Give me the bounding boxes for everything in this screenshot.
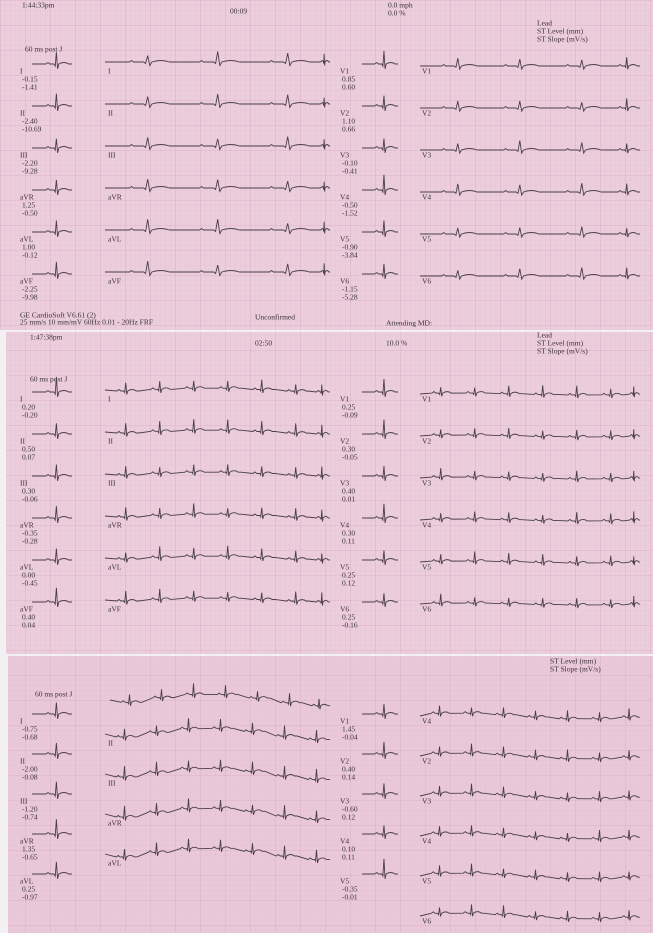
st-slope: -0.05 — [342, 453, 358, 462]
st-slope: -9.28 — [22, 167, 38, 176]
legend-text: ST Slope (mV/s) — [537, 35, 588, 44]
st-slope: -0.41 — [342, 167, 358, 176]
st-slope: -1.41 — [22, 83, 38, 92]
st-slope: -1.52 — [342, 209, 358, 218]
rhythm-label: aVF — [108, 605, 121, 614]
rhythm-label: V6 — [422, 605, 431, 614]
grid — [8, 656, 653, 933]
rhythm-label: aVL — [108, 235, 122, 244]
st-slope: 0.11 — [342, 853, 355, 862]
header-text: 02:50 — [255, 339, 272, 348]
grid — [6, 332, 653, 654]
st-slope: 0.12 — [342, 579, 355, 588]
st-slope: -3.84 — [342, 251, 358, 260]
st-slope: -0.28 — [22, 537, 38, 546]
rhythm-label: aVR — [108, 819, 122, 828]
header-text: 0.0 % — [388, 9, 406, 18]
rhythm-label: II — [108, 109, 113, 118]
st-slope: -0.16 — [342, 621, 358, 630]
rhythm-label: V1 — [422, 67, 431, 76]
rhythm-label: III — [108, 479, 116, 488]
measure-label: 60 ms post J — [30, 375, 67, 384]
rhythm-label: V5 — [422, 877, 431, 886]
legend-text: ST Slope (mV/s) — [537, 347, 588, 356]
rhythm-label: III — [108, 151, 116, 160]
rhythm-label: II — [108, 437, 113, 446]
header-text: 10.0 % — [386, 339, 407, 348]
st-slope: 0.60 — [342, 83, 355, 92]
st-slope: 0.01 — [342, 495, 355, 504]
st-slope: -0.09 — [342, 411, 358, 420]
rhythm-label: V2 — [422, 757, 431, 766]
rhythm-label: V4 — [422, 837, 431, 846]
legend-text: ST Slope (mV/s) — [550, 665, 601, 674]
st-slope: 0.66 — [342, 125, 355, 134]
rhythm-label: V2 — [422, 437, 431, 446]
st-slope: -9.98 — [22, 293, 38, 302]
st-slope: -0.45 — [22, 579, 38, 588]
st-slope: 0.12 — [342, 813, 355, 822]
rhythm-label: V5 — [422, 235, 431, 244]
rhythm-label: aVR — [108, 521, 122, 530]
header-text: 1:44:33pm — [22, 1, 55, 10]
st-slope: -0.01 — [342, 893, 358, 902]
st-slope: 0.04 — [22, 621, 35, 630]
st-slope: -0.12 — [22, 251, 38, 260]
ecg-photo: 1:44:33pm00:090.0 mph0.0 %LeadST Level (… — [0, 0, 653, 933]
st-slope: -0.50 — [22, 209, 38, 218]
rhythm-label: V4 — [422, 717, 431, 726]
st-slope: -0.74 — [22, 813, 38, 822]
header-text: 1:47:38pm — [30, 333, 63, 342]
rhythm-label: aVL — [108, 859, 122, 868]
st-slope: -0.65 — [22, 853, 38, 862]
rhythm-label: aVL — [108, 563, 122, 572]
rhythm-label: II — [108, 739, 113, 748]
rhythm-label: aVR — [108, 193, 122, 202]
st-slope: -0.97 — [22, 893, 38, 902]
rhythm-label: V3 — [422, 151, 431, 160]
measure-label: 60 ms post J — [35, 690, 72, 699]
header-text: 00:09 — [230, 7, 247, 16]
rhythm-label: V2 — [422, 109, 431, 118]
st-slope: -10.69 — [22, 125, 42, 134]
rhythm-label: V6 — [422, 917, 431, 926]
rhythm-label: V4 — [422, 521, 431, 530]
st-slope: 0.11 — [342, 537, 355, 546]
st-slope: -0.20 — [22, 411, 38, 420]
st-slope: -0.08 — [22, 773, 38, 782]
rhythm-label: V4 — [422, 193, 431, 202]
rhythm-label: V5 — [422, 563, 431, 572]
grid — [0, 0, 653, 330]
st-slope: -5.28 — [342, 293, 358, 302]
footer-text: Unconfirmed — [255, 313, 295, 322]
rhythm-label: V3 — [422, 797, 431, 806]
st-slope: -0.04 — [342, 733, 358, 742]
rhythm-label: V3 — [422, 479, 431, 488]
st-slope: 0.14 — [342, 773, 355, 782]
panels — [0, 0, 653, 933]
rhythm-label: V1 — [422, 395, 431, 404]
st-slope: 0.07 — [22, 453, 35, 462]
rhythm-label: III — [108, 779, 116, 788]
st-slope: -0.68 — [22, 733, 38, 742]
footer-text: 25 mm/s 10 mm/mV 60Hz 0.01 - 20Hz FRF — [20, 318, 153, 327]
rhythm-label: V6 — [422, 277, 431, 286]
rhythm-label: aVF — [108, 277, 121, 286]
st-slope: -0.06 — [22, 495, 38, 504]
footer-text: Attending MD: — [386, 319, 432, 328]
